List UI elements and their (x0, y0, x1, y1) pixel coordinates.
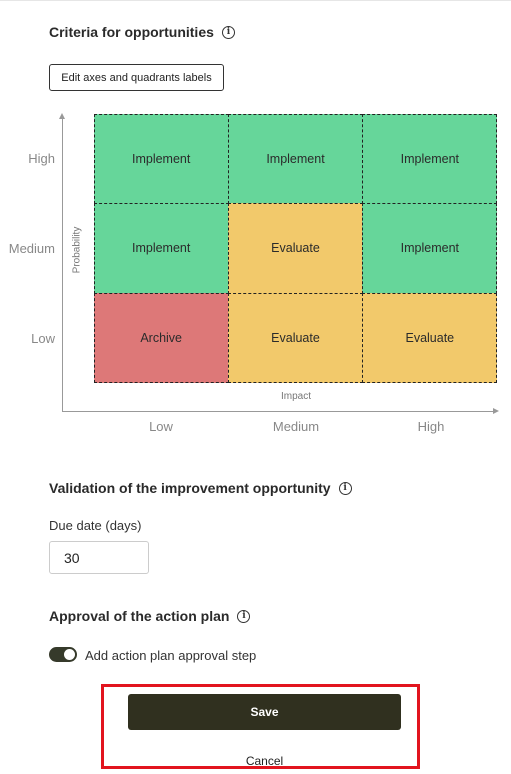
matrix-cell[interactable]: Implement (362, 113, 498, 205)
x-axis-line (62, 411, 495, 412)
due-date-input[interactable] (49, 541, 149, 574)
row-label-low: Low (31, 331, 55, 346)
approval-step-toggle[interactable] (49, 647, 77, 662)
matrix-cell[interactable]: Implement (227, 113, 364, 205)
row-label-high: High (28, 151, 55, 166)
approval-section-title: Approval of the action plan i (49, 608, 251, 624)
y-axis-line (62, 117, 63, 412)
save-button[interactable]: Save (128, 694, 401, 730)
approval-title-text: Approval of the action plan (49, 608, 230, 624)
edit-axes-button[interactable]: Edit axes and quadrants labels (49, 64, 224, 91)
x-axis-arrow-icon (493, 408, 499, 414)
due-date-label: Due date (days) (49, 518, 142, 533)
criteria-matrix: Implement Implement Implement Implement … (93, 113, 498, 384)
criteria-title-text: Criteria for opportunities (49, 24, 214, 40)
matrix-cell[interactable]: Implement (362, 203, 498, 294)
col-label-low: Low (149, 419, 173, 434)
row-label-medium: Medium (8, 241, 55, 256)
toggle-knob (64, 649, 75, 660)
matrix-cell[interactable]: Evaluate (227, 292, 364, 384)
matrix-cell[interactable]: Archive (93, 292, 229, 384)
info-icon[interactable]: i (221, 25, 235, 39)
matrix-cell[interactable]: Evaluate (227, 203, 364, 294)
approval-toggle-label: Add action plan approval step (85, 648, 257, 663)
highlight-box (101, 684, 420, 769)
x-axis-label: Impact (280, 391, 312, 402)
info-icon[interactable]: i (338, 481, 352, 495)
validation-section-title: Validation of the improvement opportunit… (49, 480, 352, 496)
validation-title-text: Validation of the improvement opportunit… (49, 480, 331, 496)
top-divider (0, 0, 511, 1)
matrix-cell[interactable]: Evaluate (362, 292, 498, 384)
col-label-high: High (417, 419, 445, 434)
cancel-button[interactable]: Cancel (128, 752, 401, 770)
col-label-medium: Medium (272, 419, 320, 434)
matrix-cell[interactable]: Implement (93, 203, 229, 294)
y-axis-arrow-icon (59, 113, 65, 119)
info-icon[interactable]: i (237, 609, 251, 623)
criteria-section-title: Criteria for opportunities i (49, 24, 235, 40)
y-axis-label: Probability (71, 226, 83, 274)
matrix-cell[interactable]: Implement (93, 113, 229, 205)
